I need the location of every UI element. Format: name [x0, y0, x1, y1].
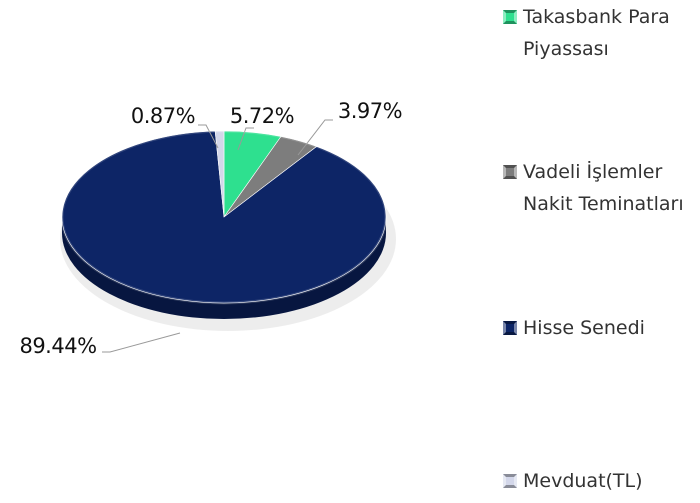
data-label: 0.87%	[131, 104, 195, 128]
legend-label: Hisse Senedi	[523, 317, 645, 339]
pie-slice	[61, 130, 387, 304]
data-label: 3.97%	[338, 99, 402, 123]
legend-item: Mevduat(TL)	[503, 465, 695, 497]
leader-line	[102, 332, 181, 353]
data-label: 89.44%	[19, 334, 96, 358]
leader-line	[297, 119, 333, 156]
legend-label: Mevduat(TL)	[523, 470, 643, 492]
data-label: 5.72%	[230, 104, 294, 128]
legend-swatch	[503, 474, 517, 488]
legend-item: Hisse Senedi	[503, 312, 695, 344]
leader-line	[237, 127, 254, 151]
pie-slice	[214, 130, 225, 218]
legend-item: Vadeli İşlemler Nakit Teminatları	[503, 156, 695, 220]
leader-line	[198, 124, 219, 149]
legend-swatch	[503, 321, 517, 335]
legend-swatch	[503, 10, 517, 24]
legend-swatch	[503, 165, 517, 179]
legend-label: Takasbank Para Piyassası	[523, 6, 670, 60]
pie-gloss	[60, 129, 388, 305]
legend-item: Takasbank Para Piyassası	[503, 1, 695, 65]
legend-label: Vadeli İşlemler Nakit Teminatları	[523, 161, 684, 215]
